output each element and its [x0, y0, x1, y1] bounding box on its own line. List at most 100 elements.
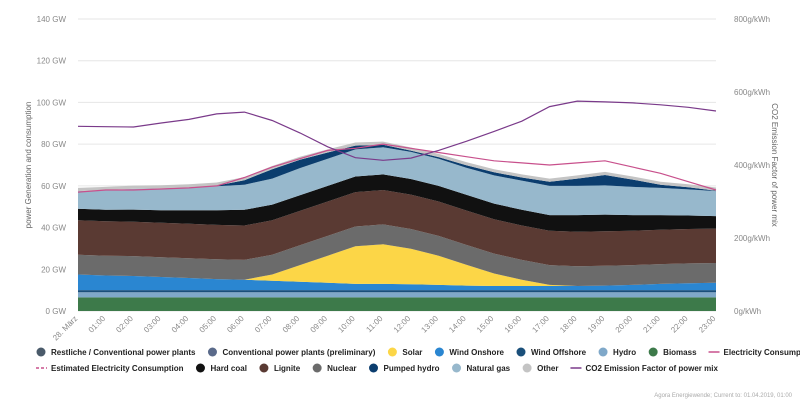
x-tick-label: 06:00: [225, 314, 246, 335]
legend-label: Wind Offshore: [531, 348, 587, 357]
legend-label: Nuclear: [327, 364, 356, 373]
right-tick-label: 0g/kWh: [734, 307, 761, 316]
x-tick-label: 16:00: [503, 314, 524, 335]
area-solar: [78, 244, 716, 286]
x-tick-label: 09:00: [309, 314, 330, 335]
legend: Restliche / Conventional power plants Con…: [36, 347, 800, 374]
right-tick-label: 600g/kWh: [734, 88, 770, 97]
area-other: [78, 141, 716, 192]
legend-swatch: [598, 347, 608, 357]
x-tick-label: 02:00: [114, 314, 135, 335]
left-tick-label: 100 GW: [37, 98, 67, 107]
right-tick-label: 800g/kWh: [734, 15, 770, 24]
left-axis-title: power Generation and consumption: [24, 102, 33, 229]
legend-item-natural-gas[interactable]: Natural gas: [452, 363, 511, 374]
legend-item-hydro[interactable]: Hydro: [598, 347, 637, 358]
x-tick-label: 08:00: [281, 314, 302, 335]
x-tick-label: 10:00: [336, 314, 357, 335]
x-tick-label: 20:00: [614, 314, 635, 335]
legend-swatch: [207, 347, 217, 357]
legend-label: Conventional power plants (preliminary): [222, 348, 375, 357]
left-tick-label: 80 GW: [41, 140, 66, 149]
right-axis-title: CO2 Emission Factor of power mix: [770, 103, 779, 227]
legend-swatch: [452, 363, 462, 373]
x-tick-label: 12:00: [392, 314, 413, 335]
area-lignite: [78, 190, 716, 267]
legend-label: Solar: [402, 348, 422, 357]
left-axis-ticks: 0 GW 20 GW 40 GW 60 GW 80 GW 100 GW 120 GW 140 …: [37, 15, 67, 316]
line-series: [77, 100, 717, 193]
legend-swatch: [648, 347, 658, 357]
x-tick-label: 15:00: [475, 314, 496, 335]
left-tick-label: 140 GW: [37, 15, 67, 24]
x-tick-label: 01:00: [87, 314, 108, 335]
legend-item-electricity-consumption[interactable]: Electricity Consumption: [708, 348, 800, 357]
left-tick-label: 20 GW: [41, 265, 66, 274]
x-tick-label: 07:00: [253, 314, 274, 335]
left-tick-label: 120 GW: [37, 57, 67, 66]
legend-swatch: [434, 347, 444, 357]
area-nuclear: [78, 224, 716, 286]
right-tick-label: 200g/kWh: [734, 234, 770, 243]
legend-label: CO2 Emission Factor of power mix: [585, 364, 718, 373]
legend-item-biomass[interactable]: Biomass: [648, 347, 697, 358]
legend-swatch: [387, 347, 397, 357]
x-tick-label: 17:00: [530, 314, 551, 335]
legend-swatch: [516, 347, 526, 357]
legend-item-nuclear[interactable]: Nuclear: [312, 363, 357, 374]
x-tick-label: 22:00: [669, 314, 690, 335]
footer-source: Agora Energiewende; Current to: 01.04.20…: [654, 393, 792, 399]
area-hydro: [78, 292, 716, 298]
x-tick-label: 19:00: [586, 314, 607, 335]
legend-swatch: [259, 363, 269, 373]
legend-label: Wind Onshore: [449, 348, 504, 357]
legend-item-pumped-hydro[interactable]: Pumped hydro: [369, 363, 440, 374]
left-tick-label: 0 GW: [46, 307, 67, 316]
x-tick-label: 03:00: [142, 314, 163, 335]
legend-swatch: [522, 363, 532, 373]
legend-swatch: [36, 347, 46, 357]
legend-label: Hydro: [613, 348, 636, 357]
x-tick-label: 21:00: [641, 314, 662, 335]
area-wind-offshore: [78, 290, 716, 293]
x-tick-label: 28. März: [51, 314, 79, 342]
legend-item-wind-onshore[interactable]: Wind Onshore: [434, 347, 505, 358]
left-tick-label: 60 GW: [41, 182, 66, 191]
legend-item-lignite[interactable]: Lignite: [259, 363, 301, 374]
x-tick-label: 11:00: [364, 314, 384, 334]
legend-label: Electricity Consumption: [724, 348, 800, 357]
legend-item-hard-coal[interactable]: Hard coal: [195, 363, 247, 374]
legend-label: Pumped hydro: [384, 364, 440, 373]
x-tick-label: 13:00: [419, 314, 440, 335]
legend-item-wind-offshore[interactable]: Wind Offshore: [516, 347, 587, 358]
x-tick-label: 23:00: [697, 314, 718, 335]
legend-swatch: [369, 363, 379, 373]
legend-swatch: [195, 363, 205, 373]
legend-item-other[interactable]: Other: [522, 363, 559, 374]
right-tick-label: 400g/kWh: [734, 161, 770, 170]
legend-item-restliche-conventional-power-plants[interactable]: Restliche / Conventional power plants: [36, 347, 197, 358]
legend-swatch: [312, 363, 322, 373]
area-pumped-hydro: [78, 144, 716, 192]
legend-label: Biomass: [663, 348, 697, 357]
legend-label: Lignite: [274, 364, 301, 373]
area-hard-coal: [78, 174, 716, 232]
legend-item-solar[interactable]: Solar: [387, 347, 423, 358]
area-natural-gas: [78, 147, 716, 217]
legend-label: Estimated Electricity Consumption: [51, 364, 184, 373]
stacked-areas: [78, 141, 716, 311]
area-wind-onshore: [78, 274, 716, 291]
legend-label: Hard coal: [210, 364, 246, 373]
x-tick-label: 04:00: [170, 314, 191, 335]
x-tick-label: 05:00: [198, 314, 219, 335]
line-electricity-consumption: [77, 143, 717, 193]
left-tick-label: 40 GW: [41, 224, 66, 233]
legend-item-estimated-electricity-consumption[interactable]: Estimated Electricity Consumption: [36, 364, 184, 373]
legend-item-conventional-power-plants-preliminary[interactable]: Conventional power plants (preliminary): [207, 347, 376, 358]
x-tick-label: 14:00: [447, 314, 468, 335]
legend-item-co2-emission-factor-of-power-mix[interactable]: CO2 Emission Factor of power mix: [570, 364, 718, 373]
x-tick-label: 18:00: [558, 314, 579, 335]
legend-label: Restliche / Conventional power plants: [51, 348, 196, 357]
